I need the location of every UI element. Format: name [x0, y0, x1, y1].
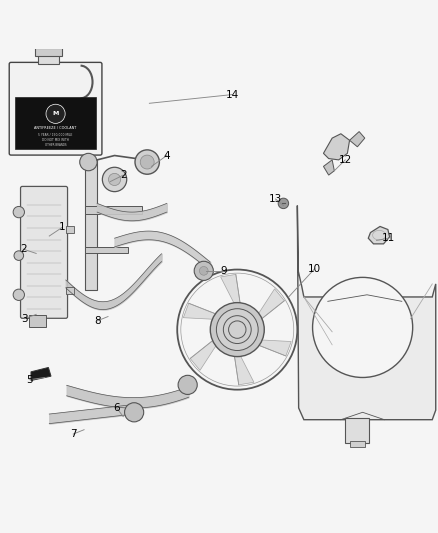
Bar	[29, 315, 46, 327]
Bar	[15, 97, 96, 149]
Bar	[66, 226, 74, 233]
Circle shape	[46, 104, 65, 123]
Text: 8: 8	[94, 316, 100, 326]
Circle shape	[210, 303, 264, 357]
Polygon shape	[31, 367, 51, 381]
Polygon shape	[323, 160, 334, 175]
Bar	[345, 417, 369, 443]
Bar	[38, 54, 60, 64]
Bar	[350, 441, 365, 447]
Bar	[66, 287, 74, 294]
Bar	[85, 247, 128, 254]
Text: ANTIFREEZE / COOLANT: ANTIFREEZE / COOLANT	[35, 126, 77, 130]
Bar	[85, 206, 141, 214]
Circle shape	[199, 266, 208, 275]
Text: 2: 2	[20, 244, 26, 254]
Circle shape	[124, 403, 144, 422]
Circle shape	[229, 321, 246, 338]
Circle shape	[80, 154, 97, 171]
Polygon shape	[323, 134, 350, 160]
Polygon shape	[350, 132, 365, 147]
Polygon shape	[190, 329, 226, 370]
Circle shape	[135, 150, 159, 174]
Text: 11: 11	[382, 233, 396, 243]
Text: 13: 13	[269, 194, 282, 204]
Bar	[85, 160, 97, 290]
Text: 9: 9	[220, 266, 226, 276]
Text: OTHER BRANDS: OTHER BRANDS	[45, 143, 67, 147]
Text: 3: 3	[21, 314, 28, 324]
Text: 2: 2	[120, 170, 127, 180]
Text: 1: 1	[59, 222, 66, 232]
Polygon shape	[184, 303, 232, 320]
Circle shape	[178, 375, 197, 394]
Circle shape	[13, 206, 25, 218]
Polygon shape	[248, 289, 284, 329]
Polygon shape	[232, 339, 254, 385]
Circle shape	[14, 251, 24, 261]
Circle shape	[313, 277, 413, 377]
FancyBboxPatch shape	[21, 187, 67, 318]
Circle shape	[140, 155, 154, 169]
Text: 5 YEAR / 150,000 MILE: 5 YEAR / 150,000 MILE	[39, 133, 73, 136]
Circle shape	[216, 309, 258, 351]
Text: 7: 7	[70, 429, 77, 439]
Polygon shape	[221, 274, 243, 320]
Text: 14: 14	[226, 90, 239, 100]
Circle shape	[223, 316, 251, 344]
Polygon shape	[297, 206, 436, 419]
Text: 10: 10	[308, 264, 321, 273]
Circle shape	[102, 167, 127, 192]
Text: DO NOT MIX WITH: DO NOT MIX WITH	[42, 138, 69, 142]
Bar	[35, 49, 62, 56]
Text: 5: 5	[26, 375, 33, 385]
Text: 4: 4	[163, 150, 170, 160]
Text: M: M	[53, 111, 59, 116]
Polygon shape	[368, 227, 390, 244]
Circle shape	[13, 289, 25, 301]
Circle shape	[109, 173, 120, 185]
Text: 12: 12	[339, 155, 352, 165]
Text: 6: 6	[113, 403, 120, 413]
Polygon shape	[243, 339, 291, 356]
Circle shape	[278, 198, 289, 208]
FancyBboxPatch shape	[9, 62, 102, 155]
Circle shape	[218, 310, 257, 349]
Circle shape	[194, 261, 213, 280]
